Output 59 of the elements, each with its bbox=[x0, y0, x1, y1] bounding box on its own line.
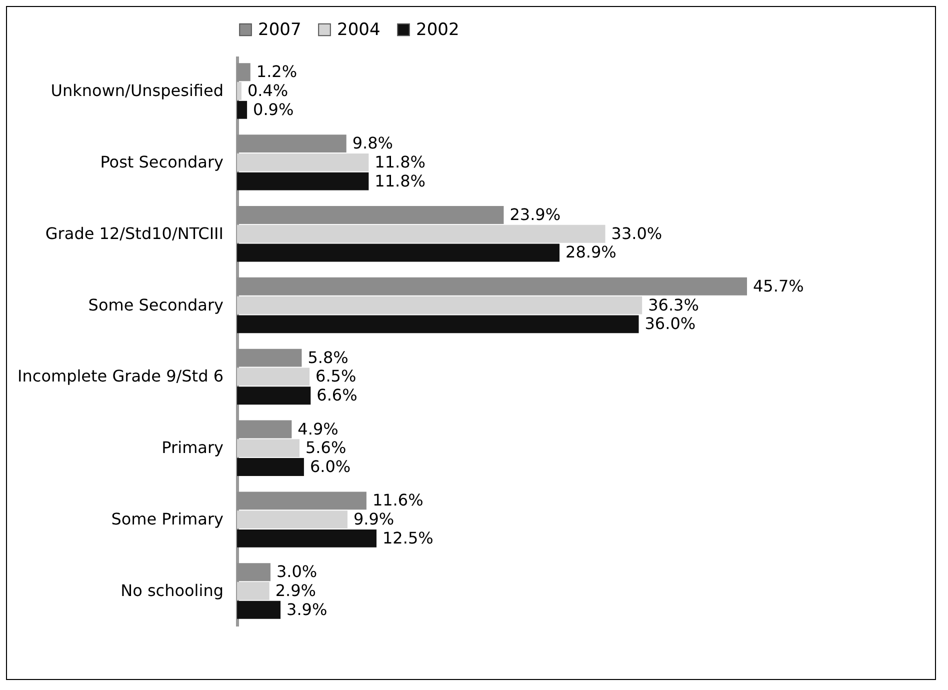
bar bbox=[237, 368, 310, 386]
data-label: 9.9% bbox=[353, 510, 394, 529]
y-tick-label: Incomplete Grade 9/Std 6 bbox=[18, 366, 224, 386]
bar bbox=[237, 582, 270, 600]
bar bbox=[237, 348, 302, 367]
bar bbox=[237, 420, 292, 438]
bar bbox=[237, 563, 270, 582]
data-label: 11.8% bbox=[374, 171, 426, 190]
bar bbox=[237, 386, 311, 405]
legend-label: 2004 bbox=[337, 20, 380, 40]
data-label: 9.8% bbox=[352, 134, 394, 153]
data-label: 6.0% bbox=[310, 457, 351, 476]
bar bbox=[237, 100, 248, 119]
y-tick-label: Some Secondary bbox=[88, 295, 224, 314]
legend-label: 2007 bbox=[258, 20, 302, 40]
bar bbox=[237, 529, 376, 548]
data-label: 12.5% bbox=[382, 528, 434, 548]
bar bbox=[237, 224, 606, 243]
legend-label: 2002 bbox=[416, 20, 460, 40]
bar bbox=[237, 63, 250, 82]
data-label: 6.5% bbox=[316, 366, 356, 386]
data-label: 23.9% bbox=[510, 204, 561, 224]
data-label: 4.9% bbox=[298, 419, 338, 438]
data-label: 0.4% bbox=[247, 81, 288, 100]
data-label: 6.6% bbox=[316, 386, 358, 405]
data-label: 33.0% bbox=[611, 224, 662, 243]
data-label: 0.9% bbox=[253, 100, 294, 119]
data-label: 36.0% bbox=[644, 314, 696, 334]
bar bbox=[237, 206, 504, 224]
bar bbox=[237, 510, 348, 529]
bar bbox=[237, 82, 242, 100]
y-tick-label: Post Secondary bbox=[100, 152, 224, 172]
data-label: 11.6% bbox=[372, 490, 424, 510]
y-tick-label: Primary bbox=[162, 438, 224, 458]
bar bbox=[237, 315, 639, 334]
data-label: 36.3% bbox=[648, 295, 699, 314]
data-label: 3.0% bbox=[276, 562, 318, 582]
data-label: 5.8% bbox=[308, 348, 348, 367]
data-label: 1.2% bbox=[256, 62, 298, 82]
bar bbox=[237, 600, 281, 619]
data-label: 3.9% bbox=[286, 600, 328, 619]
bar bbox=[237, 134, 346, 153]
y-tick-label: No schooling bbox=[120, 581, 224, 600]
data-label: 11.8% bbox=[374, 152, 426, 172]
bar bbox=[237, 296, 642, 314]
data-label: 45.7% bbox=[753, 276, 804, 296]
bar bbox=[237, 153, 369, 172]
bar bbox=[237, 492, 366, 510]
bar bbox=[237, 458, 304, 476]
y-tick-label: Some Primary bbox=[111, 510, 224, 529]
bar bbox=[237, 172, 369, 190]
data-label: 2.9% bbox=[275, 581, 316, 600]
bar bbox=[237, 244, 560, 262]
bar bbox=[237, 277, 747, 296]
y-tick-label: Grade 12/Std10/NTCIII bbox=[45, 224, 224, 243]
data-label: 28.9% bbox=[566, 242, 616, 262]
data-label: 5.6% bbox=[305, 438, 346, 458]
bar bbox=[237, 439, 300, 458]
y-tick-label: Unknown/Unspesified bbox=[50, 81, 224, 100]
